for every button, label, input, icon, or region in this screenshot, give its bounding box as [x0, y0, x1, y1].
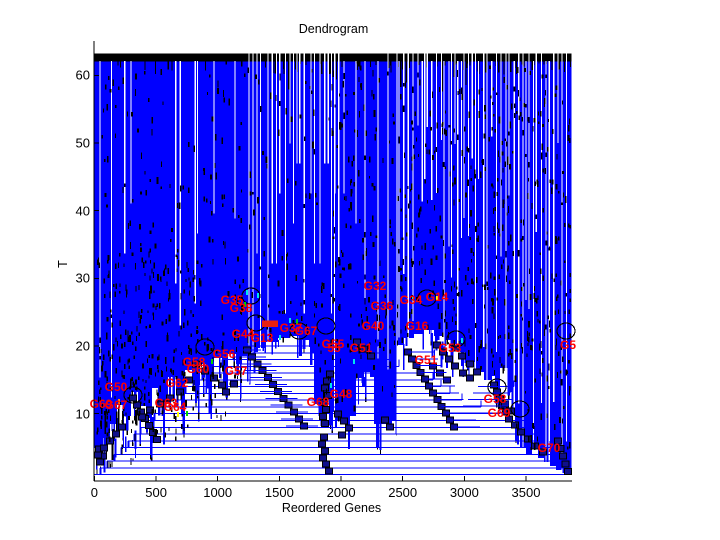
svg-text:G58: G58: [183, 355, 206, 369]
svg-text:G60: G60: [187, 362, 210, 376]
svg-text:G44: G44: [232, 327, 255, 341]
svg-text:G56: G56: [213, 347, 236, 361]
svg-text:G69: G69: [90, 397, 113, 411]
svg-text:G53: G53: [439, 341, 462, 355]
svg-text:G13: G13: [251, 331, 274, 345]
svg-text:G32: G32: [364, 279, 387, 293]
svg-text:55: 55: [327, 341, 341, 355]
svg-text:G40: G40: [362, 319, 385, 333]
svg-text:G55: G55: [322, 337, 345, 351]
svg-text:G48: G48: [330, 387, 353, 401]
svg-text:G62: G62: [166, 376, 189, 390]
svg-text:G14: G14: [426, 290, 449, 304]
svg-text:G16: G16: [406, 319, 429, 333]
svg-text:G67: G67: [105, 398, 128, 412]
svg-text:G51: G51: [415, 353, 438, 367]
svg-text:G51: G51: [350, 341, 373, 355]
svg-text:G50: G50: [105, 380, 128, 394]
svg-text:G37: G37: [280, 321, 303, 335]
svg-text:G58: G58: [484, 392, 507, 406]
svg-text:G5: G5: [560, 338, 576, 352]
svg-text:G70: G70: [538, 441, 561, 455]
svg-text:G57: G57: [225, 364, 248, 378]
svg-text:G63: G63: [155, 396, 178, 410]
svg-text:G38: G38: [230, 301, 253, 315]
svg-text:G35: G35: [221, 293, 244, 307]
svg-text:G67: G67: [295, 324, 318, 338]
svg-text:G34: G34: [400, 293, 423, 307]
svg-text:G69: G69: [488, 406, 511, 420]
svg-text:G68: G68: [307, 395, 330, 409]
svg-text:G36: G36: [371, 299, 394, 313]
svg-text:G64: G64: [164, 400, 187, 414]
